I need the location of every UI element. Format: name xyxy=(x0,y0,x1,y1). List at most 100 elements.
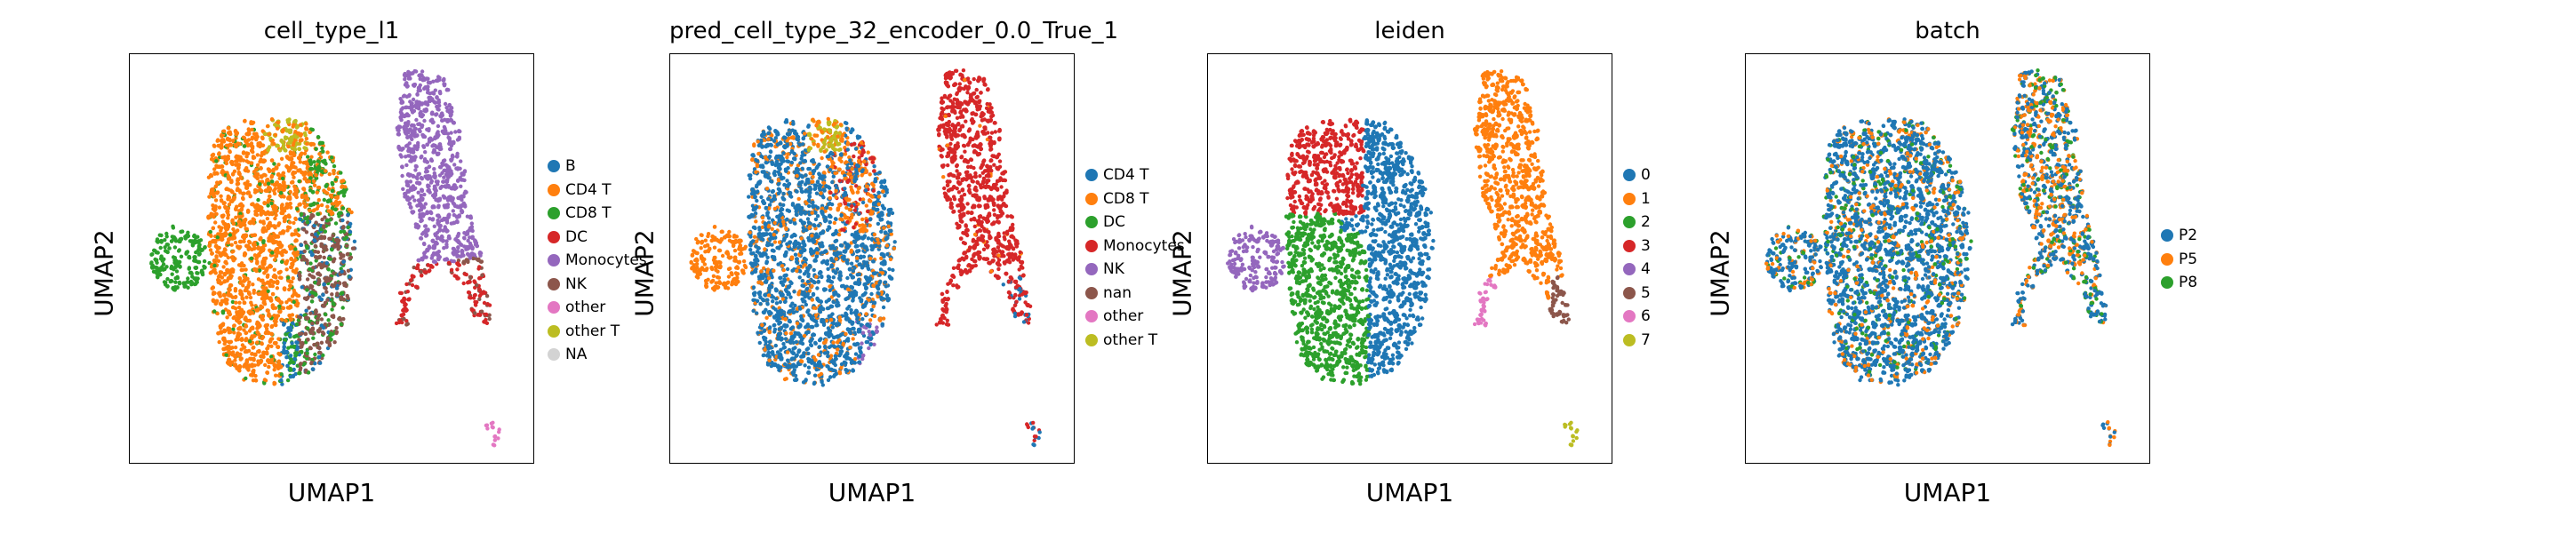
cell-point xyxy=(322,255,326,260)
cell-point xyxy=(411,195,415,199)
cell-point xyxy=(319,340,324,345)
cell-point xyxy=(325,150,330,155)
cell-point xyxy=(217,205,222,210)
cell-point xyxy=(332,163,337,169)
cell-point xyxy=(492,438,497,442)
cell-point xyxy=(330,307,334,312)
cell-point xyxy=(231,327,236,331)
cell-point xyxy=(487,316,492,322)
cell-point xyxy=(170,272,174,276)
cell-point xyxy=(417,208,422,213)
cell-point xyxy=(401,187,405,191)
cell-point xyxy=(444,242,449,247)
cell-point xyxy=(333,221,339,226)
cell-point xyxy=(219,194,223,198)
cell-point xyxy=(164,231,169,236)
cell-point xyxy=(227,203,232,207)
cell-point xyxy=(319,203,324,208)
cell-point xyxy=(339,229,343,235)
cell-point xyxy=(275,286,280,290)
cell-point xyxy=(292,220,296,226)
cell-point xyxy=(306,155,310,159)
cell-point xyxy=(452,163,457,167)
cell-point xyxy=(469,221,474,226)
cell-point xyxy=(420,69,425,74)
cell-point xyxy=(485,426,490,431)
cell-point xyxy=(442,246,446,251)
cell-point xyxy=(414,117,419,123)
cell-point xyxy=(186,276,190,281)
cell-point xyxy=(164,265,169,269)
cell-point xyxy=(313,352,317,357)
cell-point xyxy=(289,205,293,210)
cell-point xyxy=(322,197,326,203)
cell-point xyxy=(276,163,281,167)
cell-point xyxy=(255,153,260,157)
cell-point xyxy=(451,209,455,213)
cell-point xyxy=(291,276,295,281)
cell-point xyxy=(319,317,324,322)
cell-point xyxy=(279,156,284,161)
cell-point xyxy=(213,220,218,225)
cell-point xyxy=(266,273,270,277)
cell-point xyxy=(164,235,169,239)
cell-point xyxy=(455,267,460,272)
umap-plot-area xyxy=(129,53,534,464)
cell-point xyxy=(468,235,472,240)
cell-point xyxy=(482,300,487,306)
cell-point xyxy=(432,167,436,171)
cell-point xyxy=(422,118,427,123)
cell-point xyxy=(453,130,458,134)
cell-point xyxy=(286,346,291,350)
cell-point xyxy=(316,203,321,209)
cell-point xyxy=(304,136,309,141)
cell-point xyxy=(324,290,329,294)
cell-point xyxy=(217,339,221,345)
cell-point xyxy=(323,215,327,219)
cell-point xyxy=(158,245,163,251)
cell-point xyxy=(299,366,303,370)
cell-point xyxy=(422,192,427,197)
cell-point xyxy=(303,133,308,138)
cell-point xyxy=(221,265,226,269)
cell-point xyxy=(325,204,330,209)
cell-point xyxy=(419,193,423,198)
cell-point xyxy=(244,155,249,159)
cell-point xyxy=(304,308,308,313)
cell-point xyxy=(316,198,321,203)
cell-point xyxy=(461,281,466,286)
cell-point xyxy=(213,198,219,203)
cell-point xyxy=(163,238,167,243)
cell-point xyxy=(305,277,310,282)
cell-point xyxy=(459,159,463,163)
cell-point xyxy=(260,266,266,270)
cell-point xyxy=(242,328,246,332)
cell-point xyxy=(231,227,236,232)
cell-point xyxy=(404,282,409,287)
cell-point xyxy=(179,254,184,259)
cell-point xyxy=(308,261,313,266)
cell-point xyxy=(274,373,278,378)
cell-point xyxy=(244,267,248,272)
cell-point xyxy=(247,280,252,284)
cell-point xyxy=(249,300,253,305)
cell-point xyxy=(312,160,316,164)
cell-point xyxy=(236,305,242,310)
cell-point xyxy=(304,230,309,235)
cell-point xyxy=(312,183,317,187)
cell-point xyxy=(399,155,404,159)
cell-point xyxy=(298,160,302,164)
cell-point xyxy=(332,340,337,345)
cell-point xyxy=(309,155,314,159)
cell-point xyxy=(220,226,224,230)
cell-point xyxy=(242,263,246,268)
cell-point xyxy=(293,228,298,233)
cell-point xyxy=(297,233,301,238)
cell-point xyxy=(284,300,289,305)
cell-point xyxy=(263,362,268,368)
umap-scatter-svg xyxy=(149,68,501,448)
cell-point xyxy=(352,239,357,243)
cell-point xyxy=(496,436,500,441)
cell-point xyxy=(413,168,418,172)
cell-point xyxy=(244,295,249,299)
